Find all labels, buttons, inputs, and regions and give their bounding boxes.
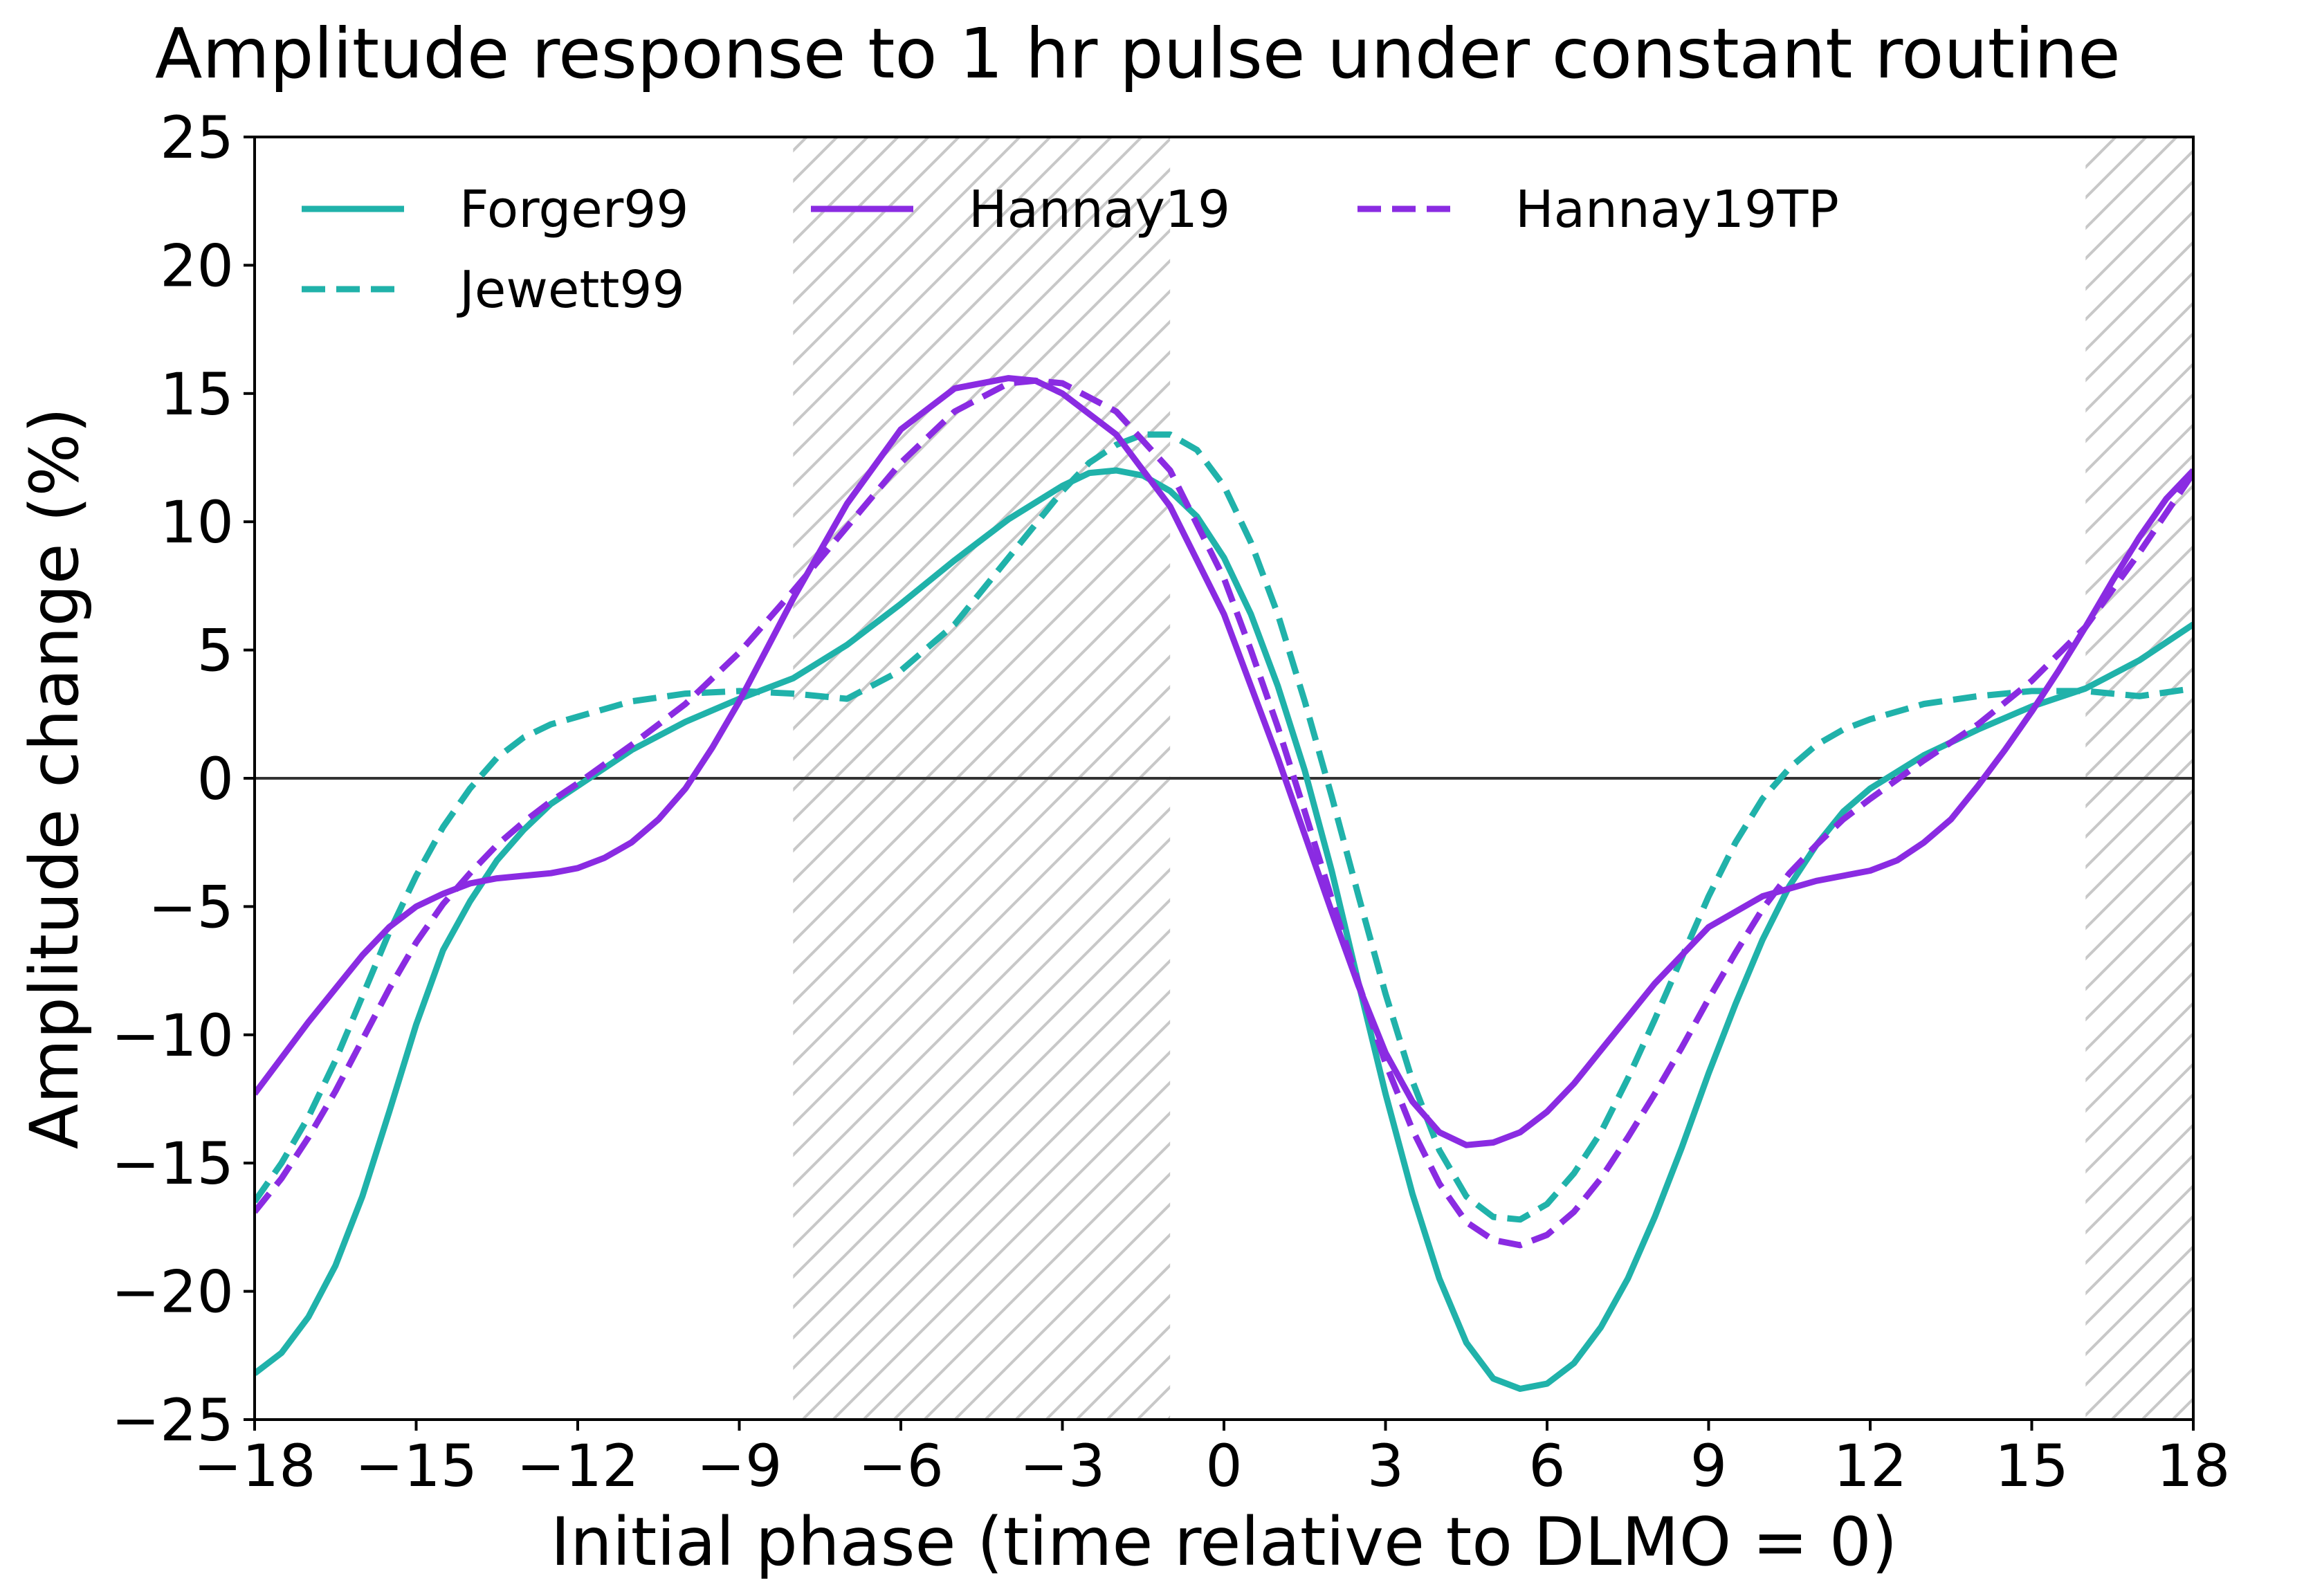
x-tick-label: 12 bbox=[1834, 1432, 1908, 1500]
legend: Forger99 Jewett99 Hannay19 Hannay19TP bbox=[302, 180, 1839, 320]
y-tick-label: 15 bbox=[160, 360, 234, 428]
chart-title: Amplitude response to 1 hr pulse under c… bbox=[155, 13, 2121, 94]
x-tick-label: −15 bbox=[355, 1432, 477, 1500]
x-tick-label: −12 bbox=[516, 1432, 639, 1500]
x-tick-label: −3 bbox=[1020, 1432, 1106, 1500]
legend-label: Jewett99 bbox=[457, 260, 685, 320]
x-tick-label: 18 bbox=[2157, 1432, 2231, 1500]
x-tick-label: 6 bbox=[1528, 1432, 1565, 1500]
x-axis-label: Initial phase (time relative to DLMO = 0… bbox=[551, 1503, 1898, 1581]
legend-item-forger99: Forger99 bbox=[302, 180, 688, 239]
y-tick-label: 5 bbox=[197, 617, 234, 685]
x-tick-label: 9 bbox=[1690, 1432, 1727, 1500]
y-tick-label: 0 bbox=[197, 745, 234, 813]
x-tick-label: −6 bbox=[858, 1432, 944, 1500]
legend-item-hannay19: Hannay19 bbox=[811, 180, 1230, 239]
series-line-forger99 bbox=[255, 467, 2193, 1392]
y-axis-label: Amplitude change (%) bbox=[16, 407, 93, 1149]
y-axis-ticks: −25 −20 −15 −10 −5 0 5 10 15 20 25 bbox=[111, 104, 255, 1454]
y-tick-label: −15 bbox=[111, 1130, 234, 1198]
y-tick-label: −20 bbox=[111, 1258, 234, 1326]
legend-item-hannay19tp: Hannay19TP bbox=[1357, 180, 1839, 239]
x-axis-ticks: −18 −15 −12 −9 −6 −3 0 3 6 9 12 15 18 bbox=[193, 1420, 2230, 1500]
x-tick-label: 3 bbox=[1367, 1432, 1404, 1500]
x-tick-label: −18 bbox=[193, 1432, 316, 1500]
x-tick-label: −9 bbox=[697, 1432, 783, 1500]
series-line-hannay19 bbox=[255, 375, 2193, 1148]
x-tick-label: 0 bbox=[1205, 1432, 1242, 1500]
y-tick-label: −5 bbox=[148, 873, 234, 941]
y-tick-label: 10 bbox=[160, 488, 234, 556]
series-lines bbox=[255, 375, 2193, 1392]
y-tick-label: −10 bbox=[111, 1002, 234, 1070]
legend-item-jewett99: Jewett99 bbox=[302, 260, 685, 320]
y-tick-label: −25 bbox=[111, 1386, 234, 1454]
x-tick-label: 15 bbox=[1995, 1432, 2069, 1500]
y-tick-label: 25 bbox=[160, 104, 234, 172]
y-tick-label: 20 bbox=[160, 232, 234, 300]
legend-label: Forger99 bbox=[459, 180, 688, 239]
legend-label: Hannay19TP bbox=[1515, 180, 1839, 239]
legend-label: Hannay19 bbox=[969, 180, 1230, 239]
series-line-jewett99 bbox=[255, 431, 2193, 1223]
